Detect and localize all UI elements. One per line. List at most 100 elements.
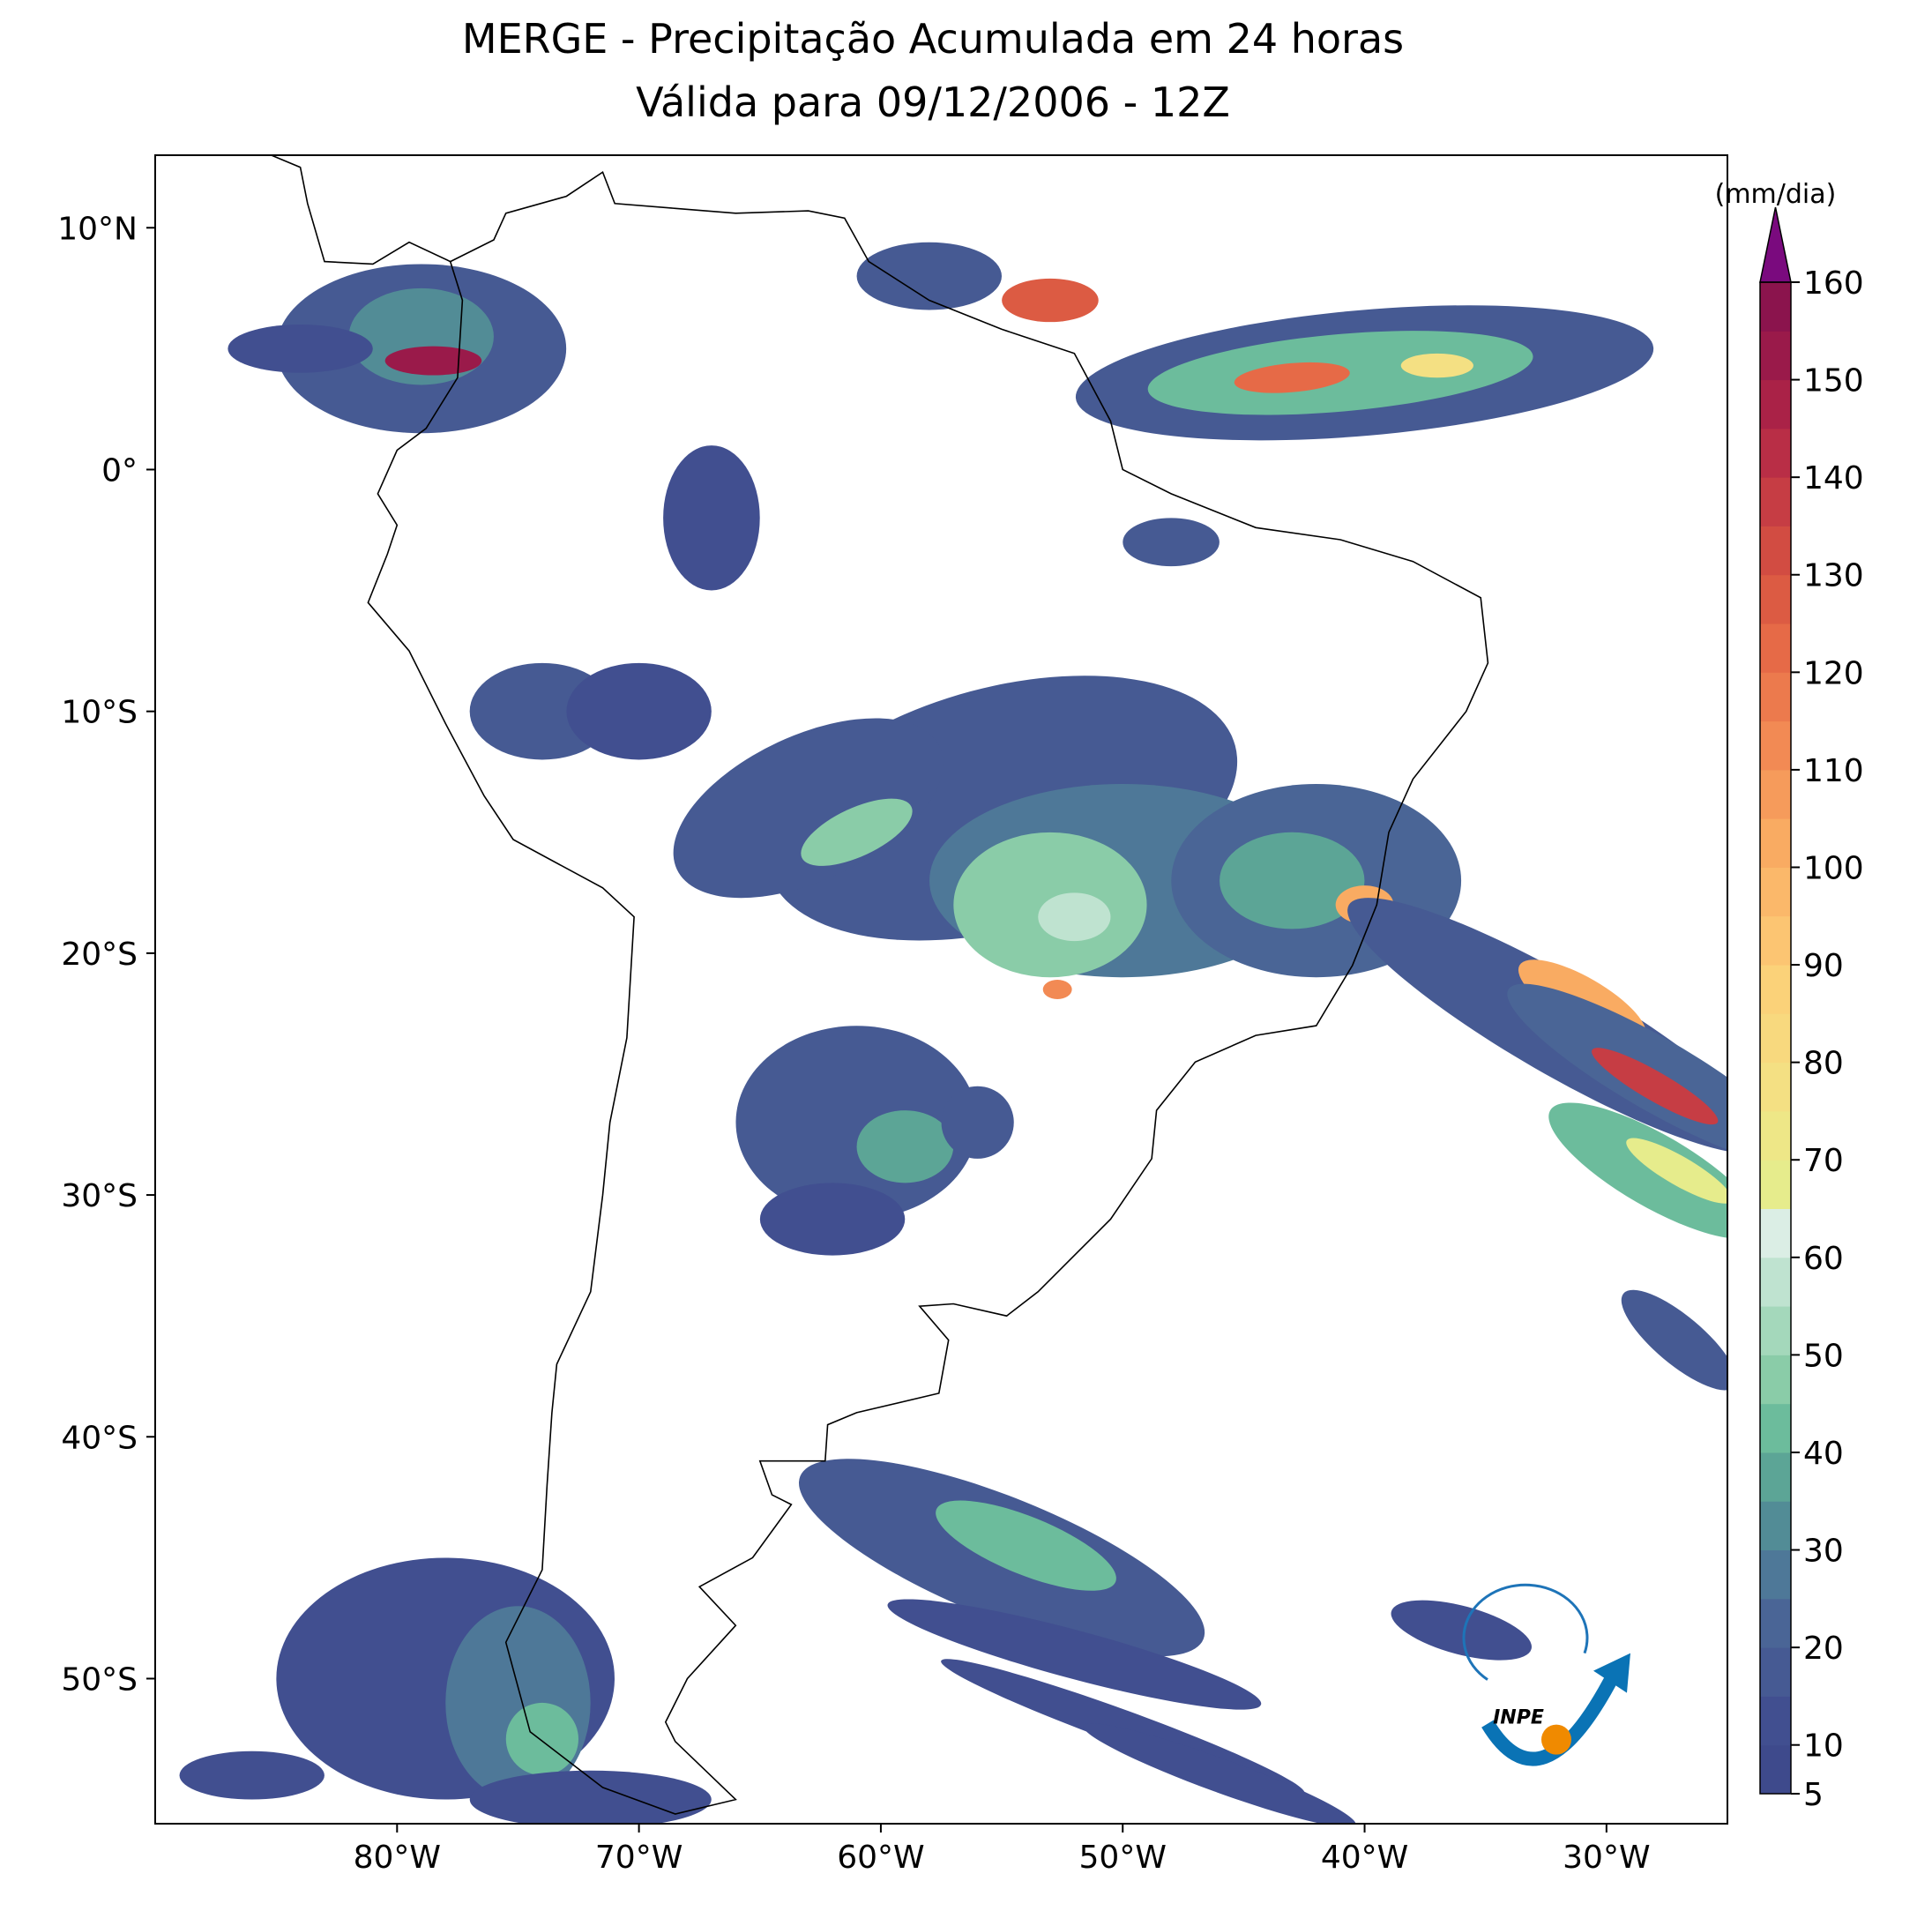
colorbar-bin (1760, 1452, 1791, 1502)
colorbar-bin (1760, 1208, 1791, 1258)
coastlines (271, 155, 1489, 1815)
x-tick-label: 70°W (595, 1840, 683, 1876)
precip-area (801, 798, 913, 866)
colorbar-bin (1760, 526, 1791, 576)
colorbar-bin (1760, 1110, 1791, 1161)
colorbar-tick-label: 160 (1803, 265, 1864, 302)
y-tick-label: 30°S (61, 1178, 138, 1214)
colorbar-bin (1760, 428, 1791, 478)
colorbar-bin (1760, 1013, 1791, 1064)
precip-area (445, 1606, 591, 1800)
colorbar-tick-label: 5 (1803, 1777, 1824, 1813)
colorbar-bin (1760, 1403, 1791, 1453)
inpe-logo: INPE (1462, 1583, 1630, 1766)
precip-area (1400, 353, 1473, 378)
title: MERGE - Precipitação Acumulada em 24 hor… (462, 15, 1404, 63)
precip-area (1234, 362, 1350, 393)
colorbar-bin (1760, 574, 1791, 624)
precip-area (179, 1751, 324, 1800)
colorbar-bin (1760, 769, 1791, 819)
colorbar: 5 10 20 30 40 50 60 70 80 90 100 110 120 130 140 150 160… (1715, 179, 1864, 1813)
colorbar-tick-label: 130 (1803, 558, 1864, 594)
colorbar-tick-label: 110 (1803, 753, 1864, 789)
precip-area (887, 1599, 1262, 1710)
map-area: 80°W 70°W 60°W 50°W 40°W 30°W 10°N 0° 10°S 20°S 30… (57, 154, 1728, 1876)
logo-ring (1462, 1583, 1589, 1681)
map-frame (154, 154, 1728, 1825)
precip-area (936, 1500, 1116, 1591)
colorbar-bin (1760, 1257, 1791, 1307)
precip-area (1391, 1600, 1532, 1661)
colorbar-tick-label: 60 (1803, 1241, 1844, 1277)
colorbar-bin (1760, 1598, 1791, 1648)
colorbar-tick-label: 20 (1803, 1631, 1844, 1667)
colorbar-bin (1760, 867, 1791, 917)
logo-arrowhead (1593, 1653, 1630, 1693)
x-tick-label: 40°W (1321, 1840, 1408, 1876)
logo-sun (1540, 1724, 1571, 1755)
precip-area (1083, 1723, 1356, 1824)
precip-area (1042, 980, 1072, 999)
precip-area (663, 445, 760, 591)
colorbar-bin (1760, 1062, 1791, 1112)
colorbar-bin (1760, 1160, 1791, 1210)
colorbar-bin (1760, 1744, 1791, 1795)
precip-area (856, 1110, 954, 1183)
precip-area (1002, 278, 1099, 323)
x-tick-label: 60°W (837, 1840, 924, 1876)
logo-text: INPE (1493, 1707, 1544, 1729)
x-tick-label: 80°W (354, 1840, 441, 1876)
south-america-coast (367, 170, 1489, 1815)
subtitle: Válida para 09/12/2006 - 12Z (636, 78, 1230, 126)
precip-area (469, 1770, 712, 1824)
colorbar-tick-label: 150 (1803, 363, 1864, 399)
precip-area (1621, 1289, 1727, 1391)
colorbar-bin (1760, 965, 1791, 1014)
colorbar-tick-label: 30 (1803, 1534, 1844, 1570)
colorbar-bin (1760, 331, 1791, 381)
y-tick-label: 10°S (61, 695, 138, 731)
y-tick-label: 40°S (61, 1420, 138, 1456)
colorbar-bin (1760, 1355, 1791, 1405)
colorbar-tick-label: 80 (1803, 1046, 1844, 1082)
precip-area (1038, 892, 1111, 942)
colorbar-label: (mm/dia) (1715, 179, 1837, 210)
colorbar-bin (1760, 477, 1791, 526)
precip-area (1626, 1138, 1727, 1204)
colorbar-bin (1760, 1501, 1791, 1551)
colorbar-tick-label: 50 (1803, 1338, 1844, 1374)
precip-area (941, 1086, 1014, 1159)
y-tick-label: 50°S (61, 1661, 138, 1698)
colorbar-frame (1759, 281, 1792, 1795)
x-tick-label: 30°W (1563, 1840, 1650, 1876)
precip-area (1592, 1048, 1719, 1125)
colorbar-tick-label: 10 (1803, 1728, 1844, 1765)
colorbar-tick-label: 140 (1803, 460, 1864, 496)
colorbar-tick-label: 90 (1803, 948, 1844, 984)
precip-area (1123, 518, 1220, 567)
logo-arrow (1481, 1676, 1618, 1766)
precip-area (856, 242, 1002, 310)
central-america-coast (271, 155, 451, 265)
precip-area (228, 324, 373, 373)
y-tick-label: 20°S (61, 937, 138, 973)
colorbar-bin (1760, 1696, 1791, 1746)
precip-area (505, 1702, 578, 1776)
colorbar-bin (1760, 282, 1791, 332)
precip-area (384, 346, 482, 376)
precip-area (1220, 832, 1365, 929)
precip-area (759, 1183, 906, 1256)
colorbar-tick-label: 70 (1803, 1143, 1844, 1179)
colorbar-bin (1760, 672, 1791, 722)
colorbar-bin (1760, 818, 1791, 868)
colorbar-bin (1760, 1647, 1791, 1697)
x-tick-label: 50°W (1079, 1840, 1167, 1876)
y-tick-label: 0° (101, 452, 138, 489)
colorbar-tick-label: 40 (1803, 1436, 1844, 1472)
colorbar-bin (1760, 1306, 1791, 1355)
colorbar-bin (1760, 915, 1791, 966)
colorbar-tick-label: 120 (1803, 655, 1864, 691)
y-tick-label: 10°N (57, 211, 138, 247)
colorbar-bin (1760, 623, 1791, 673)
